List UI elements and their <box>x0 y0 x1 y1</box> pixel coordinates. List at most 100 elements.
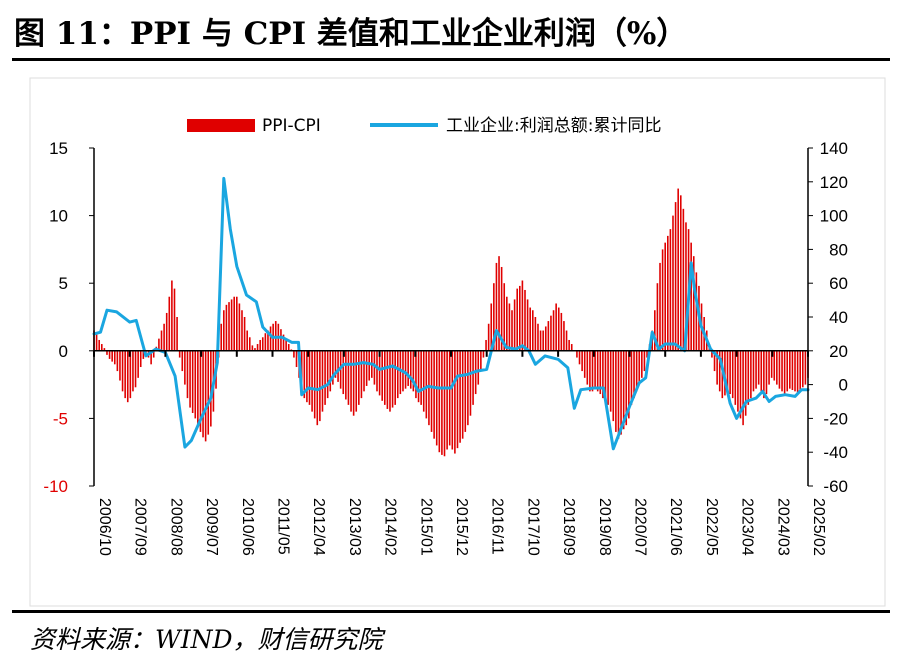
bar <box>124 350 126 399</box>
bar <box>734 350 737 405</box>
bar <box>199 350 202 432</box>
bar <box>563 321 565 351</box>
bar <box>659 262 661 351</box>
bar <box>303 350 306 399</box>
bar <box>412 350 415 392</box>
bar <box>181 350 184 372</box>
bar <box>682 208 685 351</box>
bar <box>586 350 589 385</box>
bar <box>464 350 467 432</box>
bar <box>552 310 555 351</box>
bar <box>184 350 186 385</box>
bar <box>786 350 789 392</box>
bar <box>802 350 804 388</box>
bar <box>391 350 394 408</box>
bar <box>493 283 495 351</box>
bar <box>456 350 459 449</box>
bar <box>321 350 324 412</box>
bar <box>578 350 581 365</box>
bar <box>352 350 355 416</box>
bar <box>210 350 212 427</box>
bar <box>448 350 451 446</box>
bar <box>729 350 731 395</box>
bar <box>386 350 389 409</box>
x-tick-label: 2008/08 <box>167 498 184 556</box>
bar <box>103 348 106 351</box>
x-tick-label: 2023/04 <box>739 498 756 556</box>
bar <box>542 330 544 351</box>
x-tick-label: 2014/02 <box>382 498 399 556</box>
right-tick-label: -40 <box>823 443 848 462</box>
bar <box>667 235 669 351</box>
title-rule <box>12 58 890 61</box>
legend-swatch-bar <box>187 119 255 132</box>
bar <box>194 350 197 419</box>
bar <box>404 350 407 389</box>
right-tick-label: 120 <box>820 173 848 192</box>
bar <box>324 350 326 405</box>
bar <box>337 350 339 382</box>
bar <box>485 339 487 351</box>
bar <box>438 350 441 453</box>
bar <box>95 334 98 351</box>
bar <box>570 344 573 351</box>
bar <box>755 350 757 389</box>
bar <box>415 350 417 399</box>
bar <box>350 350 352 412</box>
bar <box>711 350 713 358</box>
bar <box>295 350 298 368</box>
bar <box>316 350 319 426</box>
legend-label-profit: 工业企业:利润总额:累计同比 <box>446 116 661 136</box>
x-tick-label: 2012/04 <box>310 498 327 556</box>
bar <box>521 280 524 351</box>
bar <box>259 339 261 351</box>
bar <box>228 302 230 351</box>
bar <box>363 350 365 392</box>
bar <box>672 215 674 351</box>
bar <box>160 330 163 351</box>
bar <box>747 350 750 405</box>
bar <box>282 334 285 351</box>
x-tick-label: 2015/01 <box>417 498 434 556</box>
bar <box>191 350 194 413</box>
bar <box>233 296 235 351</box>
bar <box>238 303 241 351</box>
bar <box>230 299 233 351</box>
bar <box>630 350 633 405</box>
bar <box>430 350 433 432</box>
bar <box>472 350 474 405</box>
left-tick-label: 5 <box>59 274 68 293</box>
bar <box>168 296 171 351</box>
bar <box>119 350 121 381</box>
bar <box>508 303 511 351</box>
source-note: 资料来源：WIND，财信研究院 <box>30 625 383 654</box>
bar <box>378 350 381 396</box>
bar <box>589 350 591 392</box>
bar <box>254 348 256 351</box>
bar <box>256 344 259 351</box>
bar <box>355 350 358 412</box>
bar <box>152 350 155 358</box>
bar <box>677 188 679 351</box>
bar <box>503 283 506 351</box>
bar <box>381 350 383 401</box>
bar <box>441 350 443 455</box>
bar <box>220 323 223 351</box>
chart: -10 -5 0 5 10 15 -60 -40 -20 0 20 40 60 80 100 120 140 20… <box>29 77 886 607</box>
bar <box>396 350 399 399</box>
x-tick-label: 2021/06 <box>667 498 684 556</box>
bar <box>615 350 617 432</box>
bar <box>526 299 529 351</box>
bar <box>760 350 763 392</box>
bar <box>737 350 739 412</box>
bar <box>454 350 456 454</box>
bar <box>365 350 368 386</box>
bar <box>417 350 420 403</box>
bar <box>142 350 145 359</box>
bar <box>776 350 778 385</box>
bar <box>308 350 311 405</box>
bar <box>163 323 165 351</box>
bar <box>176 317 178 351</box>
bar <box>654 310 656 351</box>
bar <box>524 289 526 351</box>
